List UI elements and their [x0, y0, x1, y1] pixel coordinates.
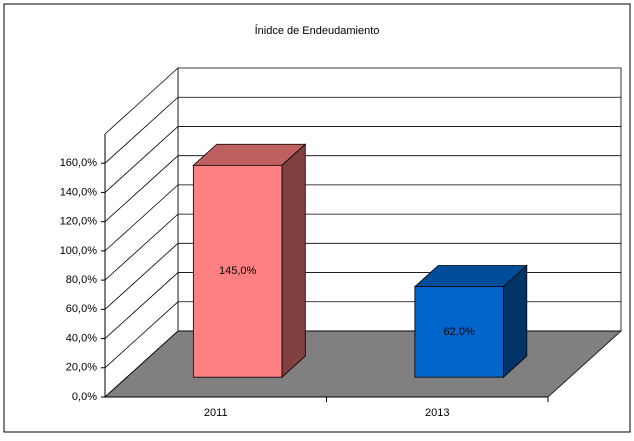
x-tick-label: 2013: [425, 407, 449, 419]
y-tick-label: 60,0%: [66, 303, 97, 315]
chart-title: Ínidce de Endeudamiento: [255, 24, 380, 37]
data-label: 62,0%: [444, 326, 475, 338]
bar: [414, 286, 504, 378]
grid-line: [104, 213, 621, 281]
y-tick-label: 160,0%: [60, 157, 98, 169]
y-tick-label: 20,0%: [66, 362, 97, 374]
y-tick-label: 100,0%: [60, 245, 98, 257]
x-tick-label: 2011: [204, 407, 228, 419]
y-tick-label: 140,0%: [60, 186, 98, 198]
bar: [192, 164, 283, 378]
grid-line: [104, 126, 621, 193]
floor: [103, 330, 623, 398]
grid-line: [104, 242, 621, 310]
grid-line: [104, 155, 621, 222]
y-tick-label: 0,0%: [72, 391, 97, 403]
bar-side: [281, 143, 306, 379]
data-label: 145,0%: [219, 265, 257, 277]
y-tick-label: 40,0%: [66, 332, 97, 344]
y-tick-label: 80,0%: [66, 274, 97, 286]
grid-line: [104, 96, 621, 164]
grid-line: [104, 184, 621, 252]
y-tick-label: 120,0%: [60, 216, 98, 228]
